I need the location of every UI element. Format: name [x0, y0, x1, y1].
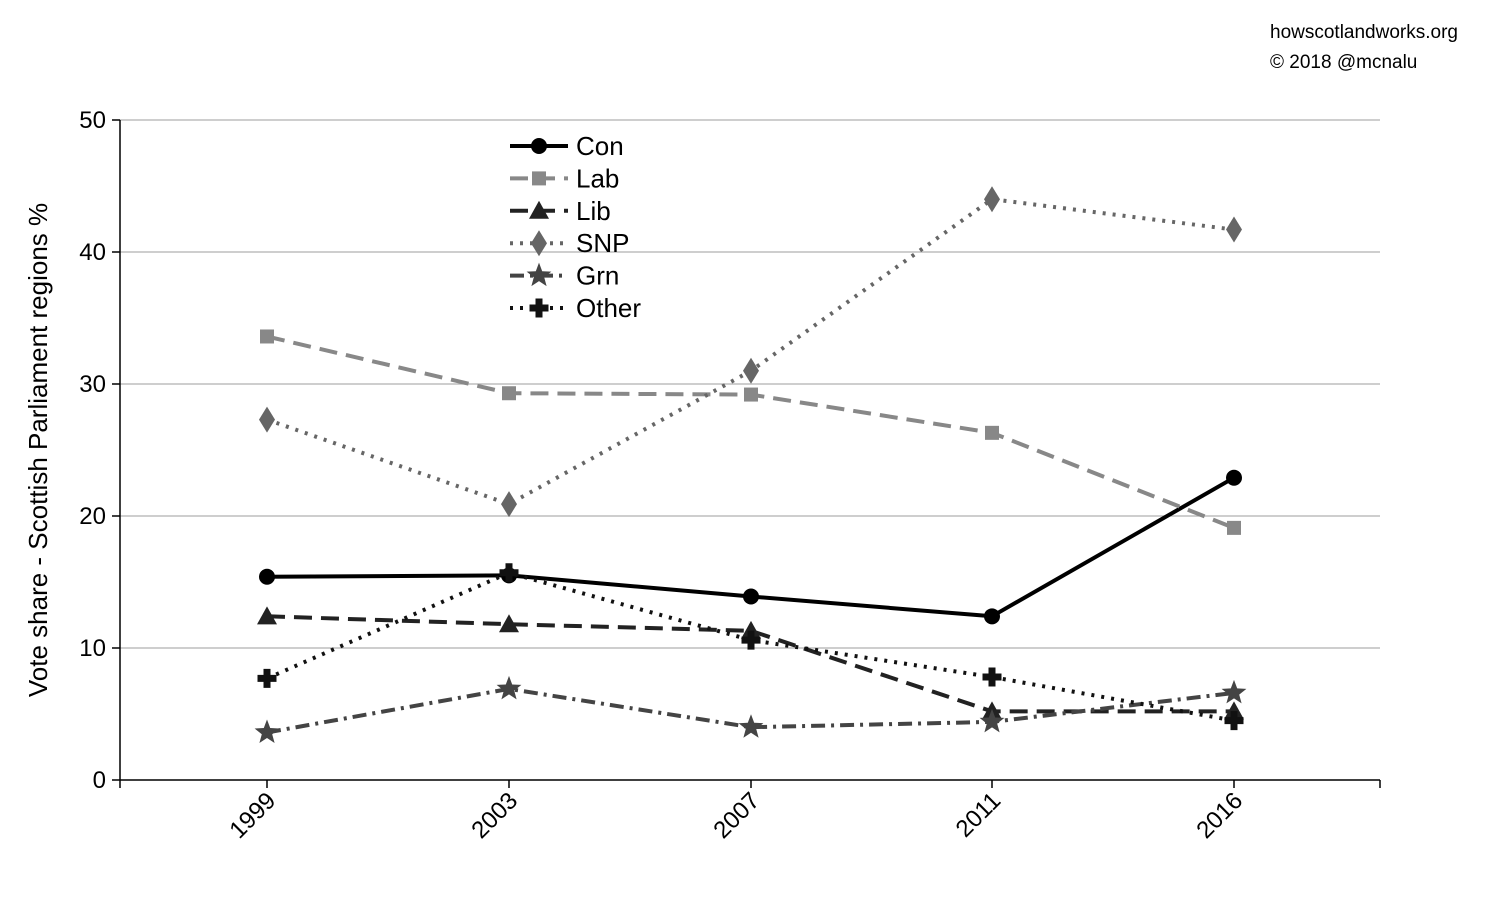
- series-group: [254, 186, 1247, 743]
- y-tick-label: 10: [79, 635, 106, 662]
- data-point-lab: [502, 386, 516, 401]
- data-point-snp: [984, 186, 1000, 213]
- x-tick-label: 2016: [1191, 787, 1248, 844]
- data-point-lib: [499, 614, 519, 633]
- data-point-other: [257, 668, 277, 688]
- data-point-snp: [743, 357, 759, 384]
- legend-label-grn: Grn: [576, 261, 619, 291]
- legend-label-snp: SNP: [576, 228, 629, 258]
- data-point-grn: [738, 714, 764, 738]
- data-point-lib: [1224, 701, 1244, 720]
- credit-site: howscotlandworks.org: [1270, 22, 1458, 43]
- x-tick-label: 2011: [951, 787, 1007, 843]
- data-point-other: [1224, 711, 1244, 731]
- grid-lines: [120, 119, 1380, 649]
- data-point-lib: [257, 606, 277, 625]
- series-lab: [260, 329, 1241, 535]
- legend-label-lab: Lab: [576, 163, 619, 193]
- axes: 0 10 20 30 40 50 1999 2003 2007 2011 2016: [79, 107, 1381, 844]
- credit-copyright: © 2018 @mcnalu: [1270, 52, 1418, 73]
- data-point-grn: [496, 675, 522, 700]
- legend-item-other: Other: [510, 293, 641, 323]
- series-snp: [259, 186, 1242, 518]
- data-point-con: [259, 568, 275, 585]
- data-point-other: [982, 667, 1002, 687]
- data-point-snp: [1226, 216, 1242, 243]
- y-tick-label: 50: [79, 107, 106, 134]
- y-tick-label: 30: [79, 371, 106, 398]
- legend-marker-grn: [526, 262, 552, 287]
- data-point-con: [743, 588, 759, 605]
- data-point-other: [499, 563, 519, 583]
- legend-marker-other: [529, 298, 549, 318]
- data-point-lab: [260, 329, 274, 344]
- data-point-snp: [259, 406, 275, 433]
- series-con: [259, 469, 1242, 625]
- legend-marker-snp: [531, 230, 547, 257]
- data-point-grn: [254, 719, 280, 743]
- data-point-snp: [501, 491, 517, 518]
- x-tick-label: 2007: [708, 787, 765, 844]
- legend-label-con: Con: [576, 131, 624, 161]
- series-line-grn: [266, 686, 1235, 735]
- legend-marker-con: [531, 138, 547, 154]
- series-lib: [257, 606, 1244, 720]
- legend-item-lab: Lab: [510, 163, 619, 193]
- legend-marker-lab: [532, 171, 546, 186]
- series-grn: [254, 675, 1247, 743]
- y-axis-title: Vote share - Scottish Parliament regions…: [23, 203, 53, 697]
- legend-label-other: Other: [576, 293, 641, 323]
- legend-item-con: Con: [510, 131, 624, 161]
- y-tick-label: 0: [93, 767, 106, 794]
- data-point-lib: [741, 620, 761, 639]
- legend-item-lib: Lib: [510, 196, 611, 226]
- data-point-lab: [985, 425, 999, 440]
- series-line-other: [266, 570, 1235, 723]
- data-point-grn: [1221, 679, 1247, 704]
- legend-item-grn: Grn: [510, 261, 619, 291]
- data-point-lab: [1227, 520, 1241, 535]
- data-point-con: [1226, 469, 1242, 486]
- data-point-other: [741, 630, 761, 650]
- data-point-con: [984, 608, 1000, 625]
- series-other: [257, 563, 1244, 731]
- legend-label-lib: Lib: [576, 196, 611, 226]
- legend-marker-lib: [529, 200, 549, 219]
- x-tick-label: 2003: [466, 787, 523, 844]
- legend-item-snp: SNP: [510, 228, 629, 258]
- series-line-snp: [266, 197, 1235, 507]
- y-tick-label: 40: [79, 239, 106, 266]
- data-point-lab: [744, 387, 758, 402]
- y-tick-label: 20: [79, 503, 106, 530]
- x-tick-label: 1999: [224, 787, 281, 844]
- data-point-grn: [979, 708, 1005, 733]
